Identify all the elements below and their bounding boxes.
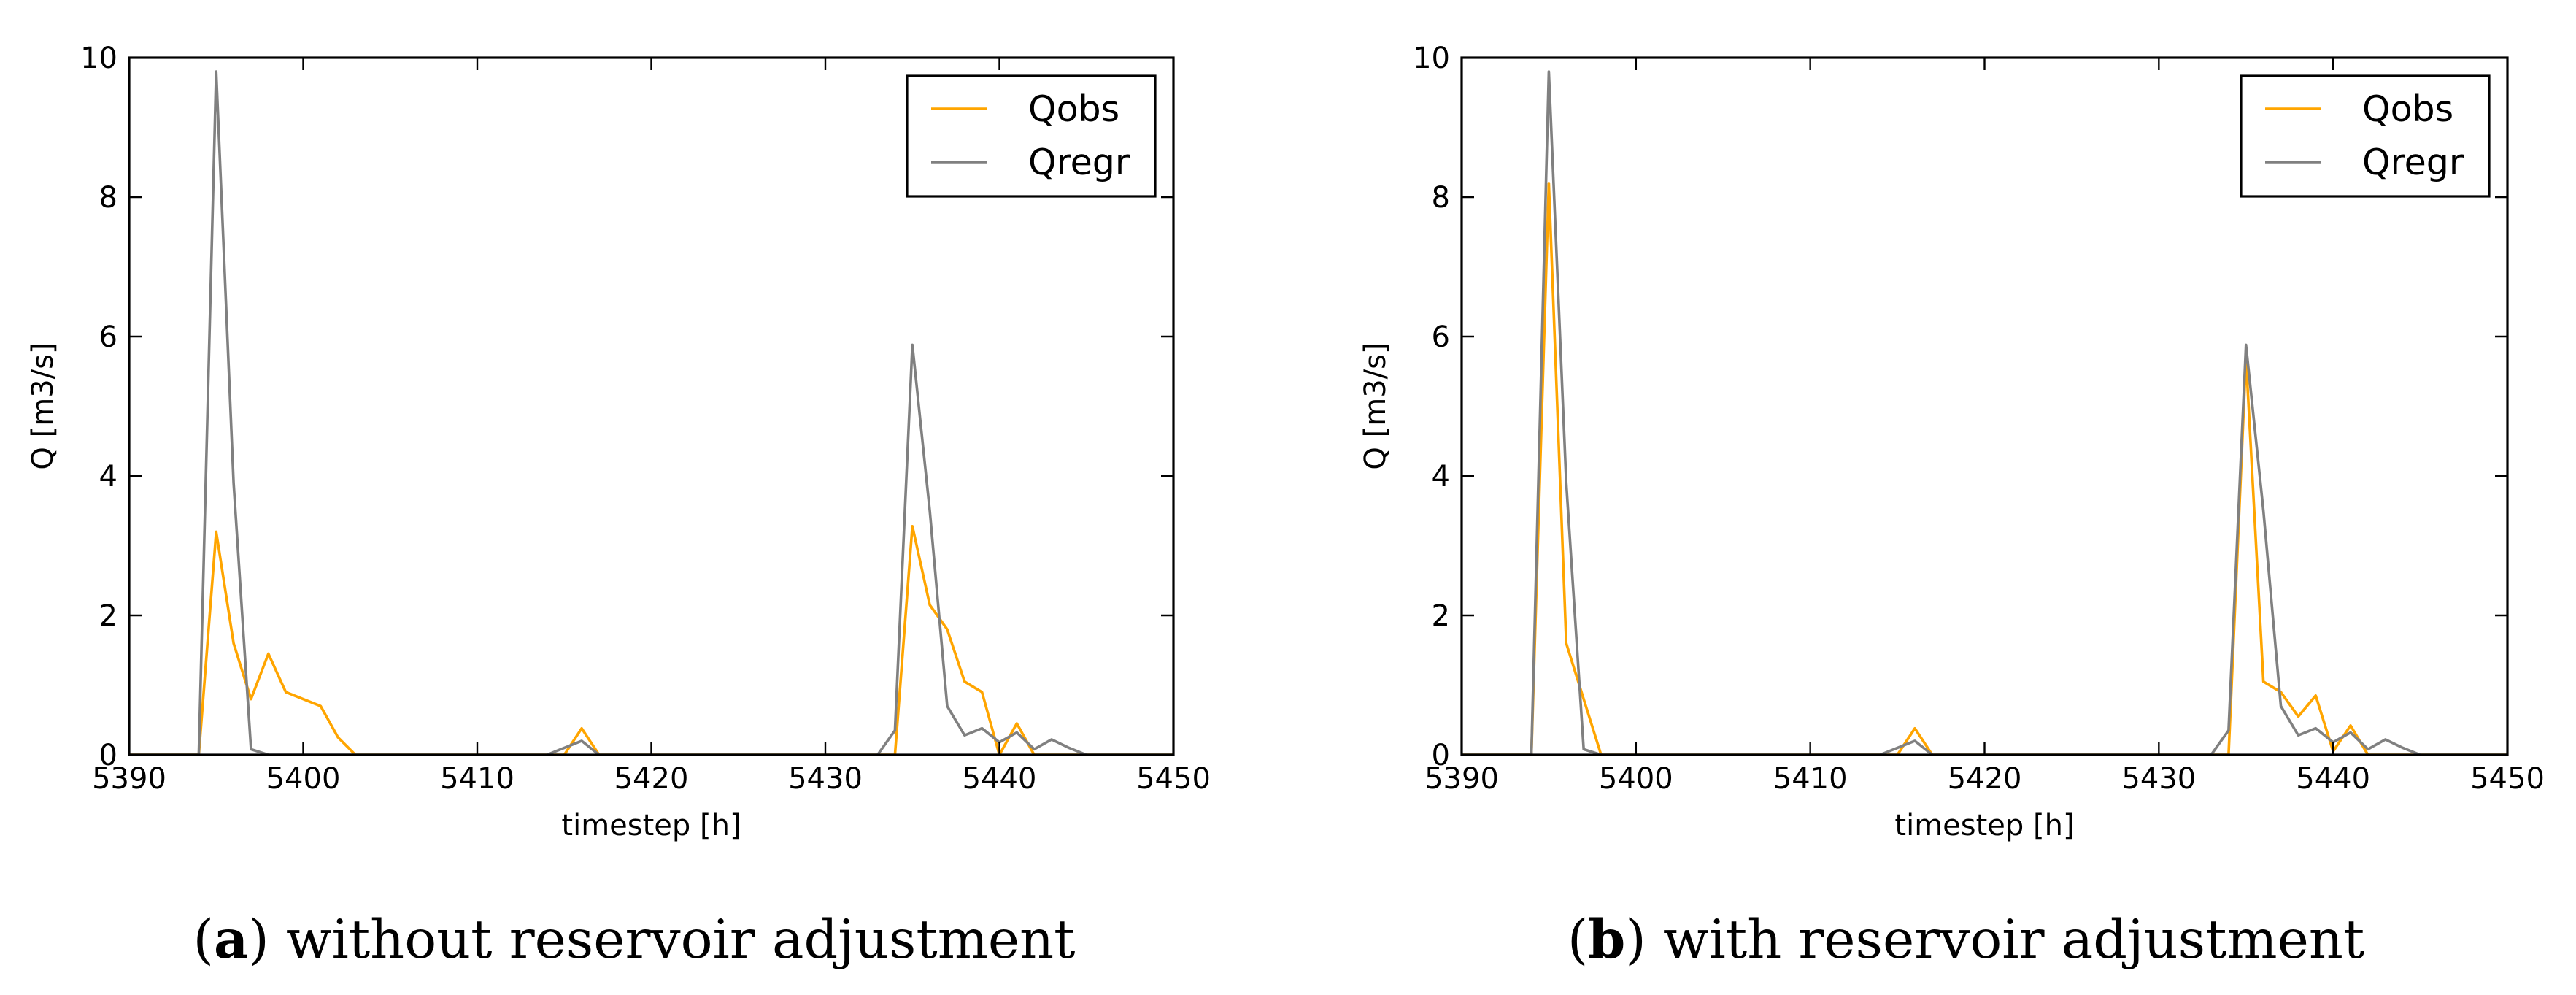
panel-caption: (a) without reservoir adjustment bbox=[193, 908, 1076, 971]
legend-box bbox=[2240, 74, 2491, 198]
y-tick-label: 2 bbox=[1432, 599, 1450, 633]
x-tick-label: 5410 bbox=[1773, 762, 1848, 796]
y-tick-label: 6 bbox=[1432, 320, 1450, 354]
y-tick-label: 2 bbox=[99, 599, 117, 633]
y-axis-label: Q [m3/s] bbox=[1359, 342, 1392, 469]
x-tick-label: 5440 bbox=[963, 762, 1037, 796]
y-axis-label: Q [m3/s] bbox=[26, 342, 60, 469]
x-tick-label: 5420 bbox=[1948, 762, 2022, 796]
panel-b: 5390 5400 5410 5420 5430 5440 5450 0 2 4 6 8 10 times… bbox=[1359, 42, 2545, 971]
x-axis-label: timestep [h] bbox=[1894, 809, 2074, 842]
legend-label-qregr: Qregr bbox=[1028, 142, 1130, 183]
x-tick-label: 5420 bbox=[614, 762, 689, 796]
y-tick-label: 10 bbox=[1413, 42, 1450, 75]
panel-a: 5390 5400 5410 5420 5430 5440 5450 0 2 4 6 8 10 times… bbox=[26, 42, 1211, 971]
x-tick-label: 5390 bbox=[92, 762, 166, 796]
x-tick-label: 5430 bbox=[2121, 762, 2196, 796]
y-tick-label: 10 bbox=[80, 42, 117, 75]
x-tick-label: 5410 bbox=[440, 762, 514, 796]
y-tick-label: 0 bbox=[99, 739, 117, 772]
x-tick-label: 5400 bbox=[266, 762, 341, 796]
y-tick-label: 0 bbox=[1432, 739, 1450, 772]
series-line-qregr bbox=[129, 70, 1173, 755]
series-line-qobs bbox=[1462, 182, 2507, 755]
series-line-qregr bbox=[1462, 70, 2507, 755]
panel-caption: (b) with reservoir adjustment bbox=[1567, 908, 2364, 971]
x-axis-label: timestep [h] bbox=[561, 809, 741, 842]
legend-box bbox=[906, 74, 1157, 198]
y-tick-label: 4 bbox=[99, 460, 117, 493]
y-tick-label: 6 bbox=[99, 320, 117, 354]
y-tick-label: 8 bbox=[99, 181, 117, 215]
x-tick-label: 5390 bbox=[1424, 762, 1499, 796]
x-tick-label: 5450 bbox=[1136, 762, 1211, 796]
x-tick-label: 5430 bbox=[788, 762, 863, 796]
legend-label-qobs: Qobs bbox=[2362, 88, 2453, 130]
y-tick-label: 8 bbox=[1432, 181, 1450, 215]
x-tick-label: 5400 bbox=[1599, 762, 1673, 796]
y-tick-label: 4 bbox=[1432, 460, 1450, 493]
legend-label-qregr: Qregr bbox=[2362, 142, 2464, 183]
legend-label-qobs: Qobs bbox=[1028, 88, 1119, 130]
x-tick-label: 5450 bbox=[2470, 762, 2545, 796]
x-tick-label: 5440 bbox=[2296, 762, 2370, 796]
series-line-qobs bbox=[129, 524, 1173, 755]
